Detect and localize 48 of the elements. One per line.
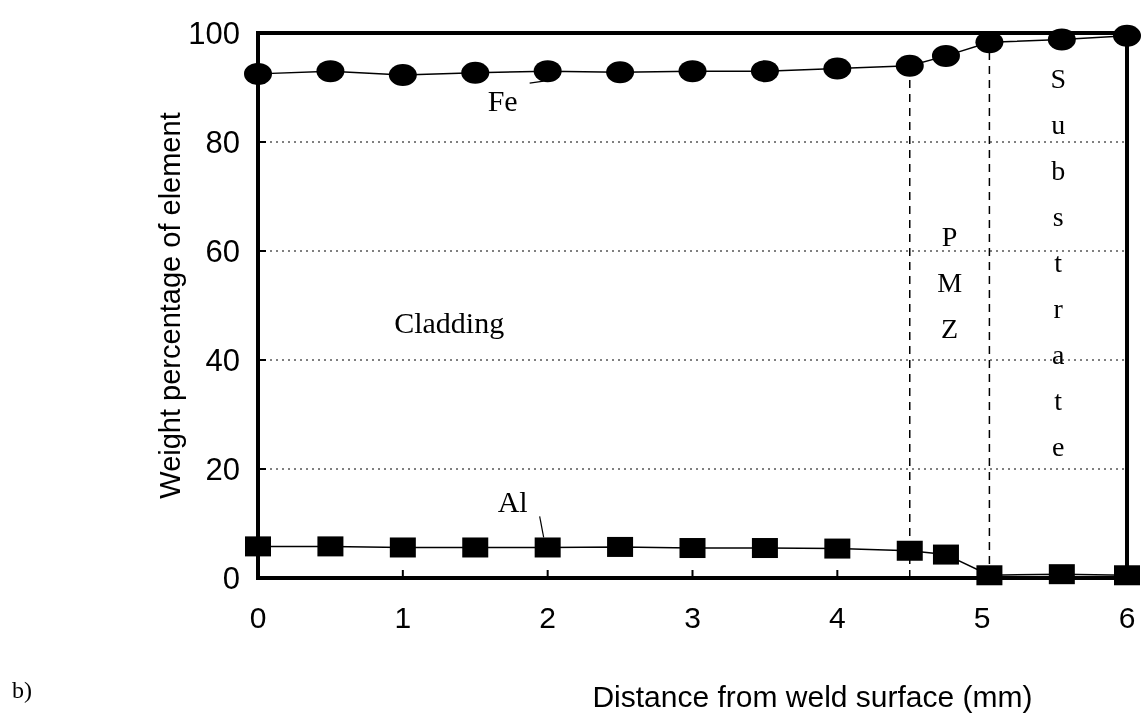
point (932, 544, 959, 565)
point (895, 54, 924, 77)
point (316, 60, 345, 83)
point (317, 536, 344, 557)
annotation: Cladding (394, 305, 505, 339)
point (607, 536, 634, 557)
point (389, 537, 416, 558)
y-tick-label: 40 (205, 343, 240, 378)
x-tick-label: 3 (684, 601, 701, 634)
point (462, 537, 489, 558)
point (931, 44, 960, 67)
point (533, 60, 562, 83)
x-axis-title: Distance from weld surface (mm) (592, 680, 1033, 713)
x-tick-label: 0 (249, 601, 267, 634)
y-tick-label: 0 (222, 561, 240, 596)
annotation: PMZ (937, 220, 963, 344)
series-label: Al (497, 485, 528, 519)
point (1047, 28, 1076, 51)
point (750, 60, 779, 83)
text: Substrate (1050, 62, 1066, 462)
x-tick-label: 5 (973, 601, 991, 634)
point (1114, 565, 1140, 586)
point (606, 61, 635, 84)
y-axis-title: Weight percentage of element (154, 112, 186, 499)
y-tick-label: 60 (205, 234, 240, 269)
x-tick-label: 2 (539, 601, 557, 634)
point (388, 63, 417, 86)
point (679, 538, 706, 559)
legend-label: Fe (487, 84, 518, 118)
point (1048, 564, 1075, 585)
y-tick-label: 100 (188, 16, 240, 51)
text: b) (12, 677, 32, 703)
point (534, 537, 561, 558)
point (244, 62, 272, 85)
x-tick-label: 4 (828, 601, 846, 634)
y-tick-label: 80 (205, 125, 240, 160)
point (896, 540, 923, 561)
point (461, 61, 490, 84)
y-tick-label: 20 (205, 452, 240, 487)
point (824, 538, 851, 559)
x-tick-label: 1 (394, 601, 412, 634)
point (751, 538, 778, 559)
x-tick-label: 6 (1118, 601, 1136, 634)
point (823, 57, 852, 80)
point (245, 536, 271, 557)
point (1113, 24, 1141, 47)
point (678, 60, 707, 83)
point (976, 565, 1003, 586)
